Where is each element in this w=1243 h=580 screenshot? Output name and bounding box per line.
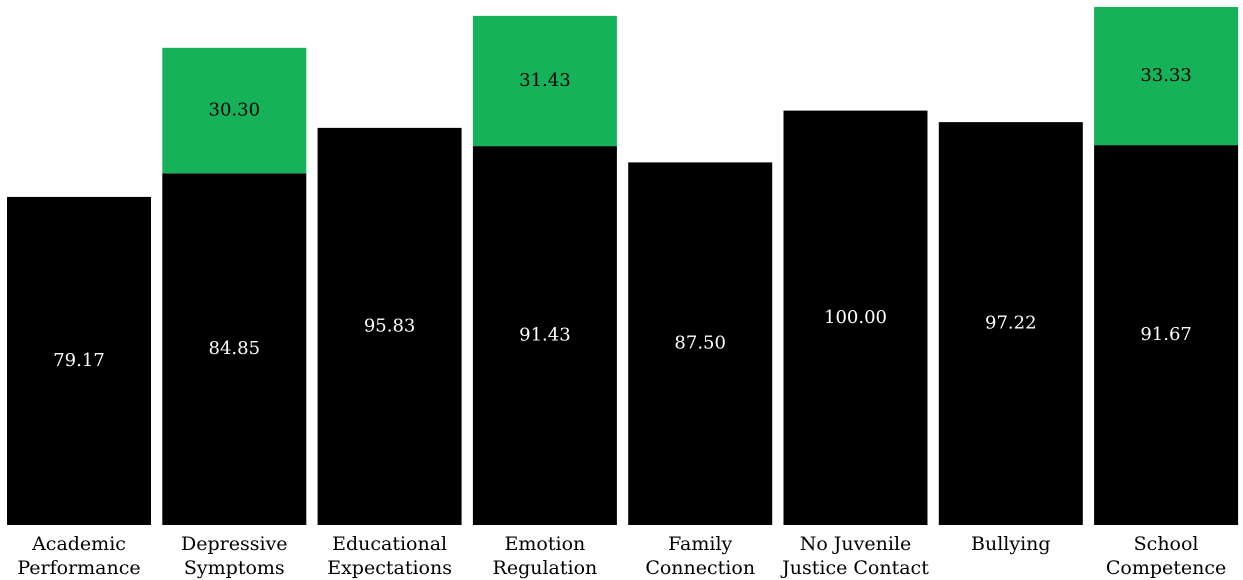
bar-segment: [938, 122, 1083, 525]
x-tick-label: Bullying: [971, 533, 1051, 555]
bar-segment: [1094, 7, 1239, 146]
bar-segment: [7, 196, 151, 525]
x-tick-label: Connection: [645, 557, 755, 579]
x-tick-label: Educational: [332, 533, 447, 555]
x-tick-label: Expectations: [327, 557, 452, 579]
x-tick-label: Regulation: [493, 557, 598, 579]
value-label: 97.22: [985, 313, 1037, 334]
bar-segment: [1094, 145, 1239, 526]
x-tick-label: Justice Contact: [780, 557, 929, 579]
value-label: 30.30: [209, 100, 261, 121]
bar-segment: [162, 173, 307, 526]
value-label: 87.50: [674, 333, 726, 354]
x-tick-label: Family: [668, 533, 732, 555]
bar-segment: [783, 110, 928, 525]
bar-segment: [628, 162, 773, 525]
value-label: 91.67: [1140, 324, 1192, 345]
value-label: 100.00: [824, 307, 887, 328]
x-tick-label: No Juvenile: [800, 533, 912, 555]
bar-segment: [472, 146, 617, 525]
bar-segment: [162, 47, 307, 174]
bar-segment: [472, 15, 617, 147]
x-tick-label: School: [1134, 533, 1199, 555]
x-tick-label: Depressive: [181, 533, 288, 555]
value-label: 79.17: [53, 350, 105, 371]
value-label: 95.83: [364, 315, 416, 336]
x-tick-label: Performance: [17, 557, 140, 579]
x-tick-label: Emotion: [505, 533, 586, 555]
x-tick-label: Symptoms: [184, 557, 285, 579]
value-label: 84.85: [209, 338, 261, 359]
x-tick-label: Academic: [31, 533, 126, 555]
value-label: 31.43: [519, 70, 571, 91]
bar-segment: [317, 127, 462, 525]
value-label: 33.33: [1140, 65, 1192, 86]
x-tick-label: Competence: [1106, 557, 1226, 579]
value-label: 91.43: [519, 325, 571, 346]
